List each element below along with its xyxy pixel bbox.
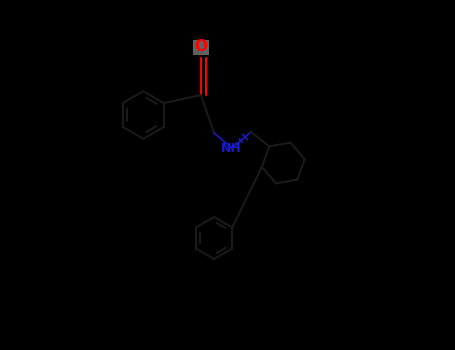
- Text: O: O: [194, 39, 207, 54]
- Text: NH: NH: [221, 141, 242, 154]
- FancyBboxPatch shape: [193, 40, 209, 55]
